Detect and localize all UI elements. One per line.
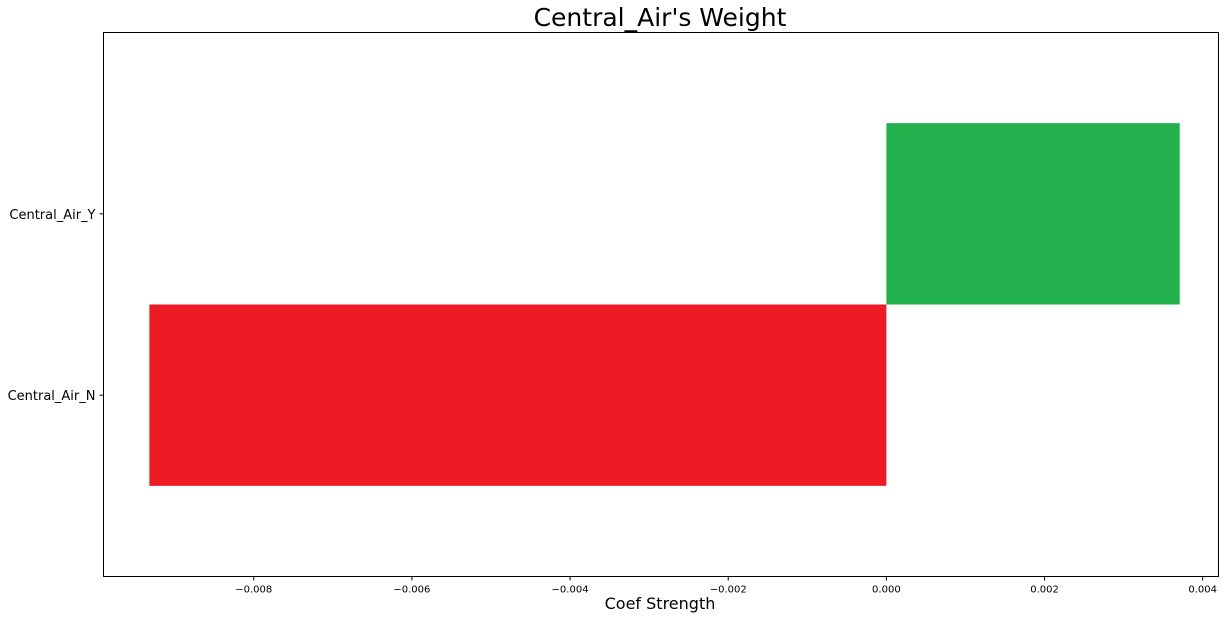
chart-title: Central_Air's Weight [534, 3, 787, 32]
x-tick-label: −0.006 [393, 585, 430, 596]
bar-central-air-y [886, 123, 1180, 305]
bar-central-air-n [149, 304, 887, 486]
x-tick-label: −0.004 [552, 585, 589, 596]
y-tick-label: Central_Air_Y [9, 208, 95, 223]
x-tick-label: 0.002 [1030, 585, 1059, 596]
plot-frame [103, 32, 1219, 577]
x-tick-label: 0.000 [872, 585, 901, 596]
y-tick-label: Central_Air_N [8, 389, 96, 404]
x-tick-label: −0.008 [235, 585, 272, 596]
x-tick-label: −0.002 [710, 585, 747, 596]
x-axis-label: Coef Strength [605, 594, 716, 613]
x-tick-label: 0.004 [1188, 585, 1217, 596]
